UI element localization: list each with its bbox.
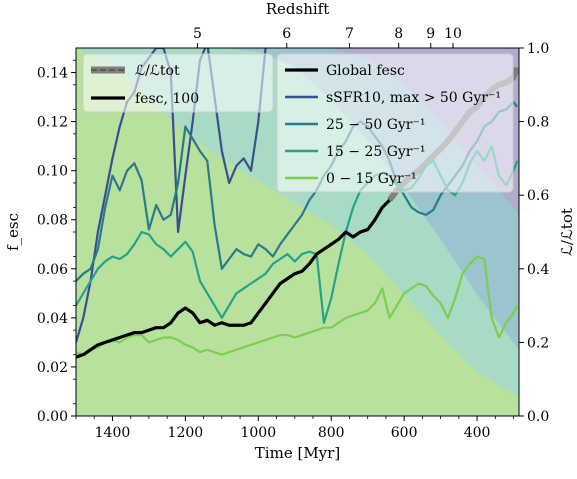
y-tick-label-2: 0.04: [37, 311, 68, 327]
legend-label-1: sSFR10, max > 50 Gyr⁻¹: [326, 90, 501, 106]
y-tick-label-0: 0.00: [37, 409, 68, 425]
legend-label-3: 15 − 25 Gyr⁻¹: [326, 144, 426, 160]
y2-tick-label-0: 0.0: [527, 409, 549, 425]
top-tick-label-1: 6: [282, 26, 291, 42]
x-tick-label-3: 800: [318, 425, 345, 441]
top-tick-label-5: 10: [444, 26, 462, 42]
y-tick-label-4: 0.08: [37, 213, 68, 229]
legend-label-4: 0 − 15 Gyr⁻¹: [326, 171, 417, 187]
legend-label-2: 25 − 50 Gyr⁻¹: [326, 117, 426, 133]
top-tick-label-2: 7: [345, 26, 354, 42]
x-tick-label-0: 1400: [95, 425, 131, 441]
y2-tick-label-1: 0.2: [527, 335, 549, 351]
series-line-3: [76, 255, 519, 356]
y2-tick-label-4: 0.8: [527, 115, 549, 131]
x-tick-label-4: 600: [391, 425, 418, 441]
legend-label-0: Global fesc: [326, 63, 405, 79]
top-tick-label-0: 5: [193, 26, 202, 42]
top-axis-label: Redshift: [266, 0, 330, 18]
y-tick-label-5: 0.10: [37, 164, 68, 180]
y-axis-label: f_esc: [4, 213, 22, 251]
legend-right: Global fesc sSFR10, max > 50 Gyr⁻¹ 25 − 50…: [276, 53, 514, 193]
band-3: [76, 48, 519, 416]
top-tick-label-4: 9: [426, 26, 435, 42]
y2-tick-label-5: 1.0: [527, 41, 549, 57]
y2-tick-label-2: 0.4: [527, 262, 549, 278]
x-tick-label-2: 1000: [240, 425, 276, 441]
legend-right-box: [276, 53, 514, 193]
series-line-4: [76, 198, 391, 359]
legend-left: ℒ/ℒtot fesc, 100: [82, 53, 274, 113]
y-tick-label-7: 0.14: [37, 66, 68, 82]
axes: 1400 1200 1000 800 600 4000.000.020.040.060.0…: [4, 0, 576, 462]
y-tick-label-1: 0.02: [37, 360, 68, 376]
y-tick-label-6: 0.12: [37, 115, 68, 131]
x-tick-label-5: 400: [464, 425, 491, 441]
x-axis-label: Time [Myr]: [255, 444, 340, 462]
top-tick-label-3: 8: [394, 26, 403, 42]
y2-axis-label: ℒ/ℒtot: [558, 208, 576, 256]
legend-lum-label: ℒ/ℒtot: [135, 63, 180, 79]
y-tick-label-3: 0.06: [37, 262, 68, 278]
y2-tick-label-3: 0.6: [527, 188, 549, 204]
x-tick-label-1: 1200: [168, 425, 204, 441]
legend-fesc100-label: fesc, 100: [135, 91, 199, 107]
legend-left-box: [82, 53, 274, 113]
